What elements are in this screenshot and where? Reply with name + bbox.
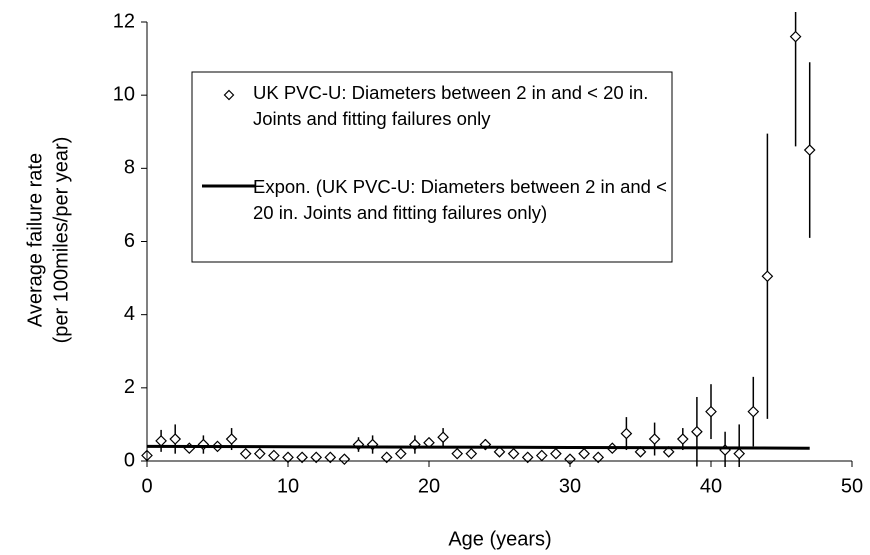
data-point (296, 451, 308, 464)
y-tick-label: 12 (113, 10, 135, 32)
x-tick-label: 40 (700, 475, 722, 497)
data-point (535, 449, 548, 462)
data-point (437, 431, 449, 444)
data-point (620, 427, 633, 440)
x-tick-label: 20 (418, 475, 440, 497)
data-point (366, 438, 379, 451)
data-point (268, 449, 280, 462)
legend-marker (223, 89, 235, 101)
data-point (197, 438, 210, 451)
x-axis-label: Age (years) (448, 528, 551, 550)
data-point (648, 433, 661, 445)
data-point (169, 433, 182, 445)
y-tick-label: 0 (124, 449, 135, 471)
data-point (409, 438, 421, 451)
data-point (183, 442, 196, 455)
data-point (338, 453, 351, 466)
plot-area (141, 12, 816, 467)
data-point (507, 447, 520, 460)
x-tick-label: 10 (277, 475, 299, 497)
data-point (155, 435, 167, 447)
x-tick-label: 50 (841, 475, 863, 497)
data-point (465, 447, 478, 460)
legend-label: UK PVC-U: Diameters between 2 in and < 2… (253, 82, 649, 129)
data-point (691, 425, 703, 438)
y-tick-label: 6 (124, 230, 135, 252)
data-point (352, 438, 365, 451)
y-tick-label: 2 (124, 376, 135, 398)
data-point (761, 270, 774, 283)
y-axis-label: Average failure rate (24, 153, 46, 327)
legend-label: Expon. (UK PVC-U: Diameters between 2 in… (253, 176, 667, 223)
data-point (550, 447, 562, 460)
data-point (578, 447, 590, 460)
legend-box (191, 71, 673, 263)
data-point (225, 433, 238, 445)
data-point (803, 144, 816, 156)
x-tick-label: 30 (559, 475, 581, 497)
data-point (676, 433, 689, 445)
data-point (662, 446, 675, 458)
data-point (789, 30, 802, 43)
data-point (521, 451, 534, 464)
data-point (324, 451, 337, 464)
data-point (310, 451, 323, 464)
x-tick-label: 0 (141, 475, 152, 497)
data-point (747, 405, 760, 418)
data-point (239, 447, 252, 460)
data-point (451, 447, 464, 460)
y-tick-label: 10 (113, 83, 135, 105)
data-point (493, 446, 506, 458)
trend-line (146, 444, 810, 450)
data-point (634, 446, 647, 458)
y-tick-label: 8 (124, 157, 135, 179)
data-point (394, 447, 407, 460)
data-point (380, 451, 393, 464)
y-tick-label: 4 (124, 303, 135, 325)
y-axis-label: (per 100miles/per year) (50, 137, 72, 344)
data-point (253, 447, 266, 460)
data-point (479, 438, 492, 451)
data-point (592, 451, 605, 464)
data-point (733, 447, 746, 460)
data-point (705, 405, 717, 418)
